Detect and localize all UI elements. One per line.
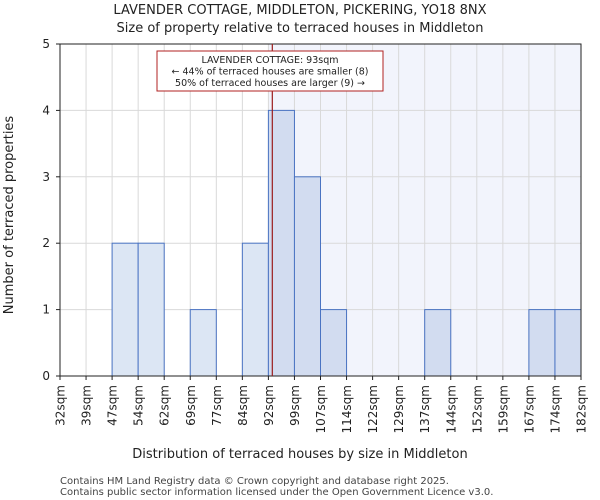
x-tick-label: 69sqm — [184, 385, 198, 426]
x-axis-label: Distribution of terraced houses by size … — [132, 447, 467, 462]
annotation-line-1: LAVENDER COTTAGE: 93sqm — [202, 55, 339, 66]
annotation-line-2: ← 44% of terraced houses are smaller (8) — [172, 67, 369, 78]
x-tick-label: 167sqm — [522, 385, 536, 433]
x-tick-label: 129sqm — [392, 385, 406, 433]
x-tick-label: 182sqm — [575, 385, 589, 433]
footer-line-1: Contains HM Land Registry data © Crown c… — [60, 476, 449, 487]
y-tick-label: 4 — [42, 103, 50, 117]
x-tick-label: 92sqm — [262, 385, 276, 426]
x-tick-label: 144sqm — [444, 385, 458, 433]
bar-84sqm — [241, 242, 269, 377]
chart-title: LAVENDER COTTAGE, MIDDLETON, PICKERING, … — [113, 3, 486, 18]
y-axis-label: Number of terraced properties — [2, 116, 17, 315]
bar-69sqm — [189, 309, 217, 377]
footer-line-2: Contains public sector information licen… — [60, 487, 493, 498]
bar-47sqm — [111, 242, 139, 377]
chart-subtitle: Size of property relative to terraced ho… — [117, 21, 484, 36]
y-tick-label: 2 — [42, 236, 50, 250]
x-tick-label: 122sqm — [366, 385, 380, 433]
x-tick-label: 114sqm — [340, 385, 354, 433]
x-tick-label: 47sqm — [106, 385, 120, 426]
annotation-line-3: 50% of terraced houses are larger (9) → — [175, 78, 365, 89]
y-tick-label: 1 — [42, 303, 50, 317]
plot-area: 0 1 2 3 4 5 32sqm 39sqm 47sqm 54sqm 62sqm 69sqm 77sq… — [42, 37, 588, 433]
bar-137sqm — [424, 309, 452, 377]
x-tick-label: 107sqm — [314, 385, 328, 433]
x-tick-label: 137sqm — [418, 385, 432, 433]
x-tick-label: 99sqm — [288, 385, 302, 426]
x-tick-label: 152sqm — [470, 385, 484, 433]
x-tick-label: 159sqm — [496, 385, 510, 433]
bar-54sqm — [137, 242, 165, 377]
x-tick-label: 32sqm — [54, 385, 68, 426]
y-tick-label: 0 — [42, 369, 50, 383]
annotation-box — [156, 50, 384, 92]
y-tick-label: 3 — [42, 170, 50, 184]
bar-167sqm — [528, 309, 556, 377]
x-tick-label: 84sqm — [236, 385, 250, 426]
x-tick-label: 174sqm — [548, 385, 562, 433]
bar-174sqm — [554, 309, 582, 377]
x-tick-label: 77sqm — [210, 385, 224, 426]
x-tick-label: 54sqm — [132, 385, 146, 426]
x-tick-label: 62sqm — [158, 385, 172, 426]
bar-99sqm — [293, 176, 322, 377]
y-tick-label: 5 — [42, 37, 50, 51]
bar-107sqm — [320, 309, 348, 377]
x-tick-label: 39sqm — [80, 385, 94, 426]
